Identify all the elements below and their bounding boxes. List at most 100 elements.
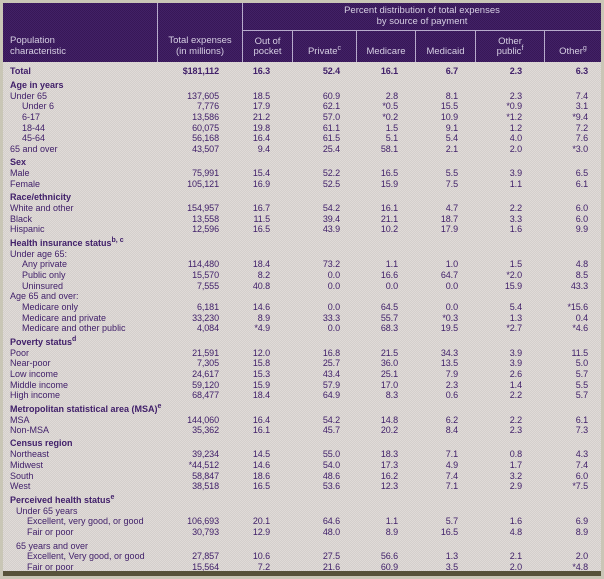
cell-value: 68,477	[192, 390, 219, 401]
cell-value: 2.3	[509, 425, 522, 436]
cell-value: 57.0	[322, 111, 340, 122]
cell-value: 4.8	[509, 527, 522, 537]
table-row: Age 65 and over:	[3, 291, 601, 302]
section-row: Race/ethnicity	[3, 192, 601, 203]
cell-value: 6.9	[575, 516, 588, 527]
cell-value: 18.7	[440, 213, 458, 224]
cell-value: 13,558	[192, 213, 219, 224]
cell-value: 0.0	[445, 280, 458, 291]
row-label: Excellent, very good, or good	[27, 516, 144, 527]
row-label: 18-44	[22, 122, 46, 133]
cell-value: 7.2	[257, 562, 270, 571]
cell-value: 144,060	[187, 414, 219, 425]
cell-value: 15.9	[504, 280, 522, 291]
row-label: Perceived health statuse	[10, 493, 115, 505]
cell-value: 2.0	[509, 562, 522, 571]
cell-value: 59,120	[192, 379, 219, 390]
row-label: Excellent, Very good, or good	[27, 551, 145, 562]
table-row: Medicare and other public 4,084 *4.9 0.0 68.…	[3, 323, 601, 334]
column-header-medicare: Medicare	[356, 31, 415, 62]
section-row: Health insurance statusb, c	[3, 237, 601, 249]
cell-value: 6.1	[575, 178, 588, 189]
cell-value: 4.3	[575, 449, 588, 460]
table-row: 65 and over 43,507 9.4 25.4 58.1 2.1 2.0 *3.0	[3, 144, 601, 155]
cell-value: 3.9	[509, 347, 522, 358]
percent-distribution-banner: Percent distribution of total expenses b…	[243, 3, 601, 31]
row-label: Middle income	[10, 379, 69, 390]
cell-value: 3.9	[509, 358, 522, 369]
row-label: West	[10, 481, 31, 492]
cell-value: 19.8	[252, 122, 270, 133]
row-label: MSA	[10, 414, 30, 425]
column-header-private: Privatec	[292, 31, 356, 62]
table-row: Medicare only 6,181 14.6 0.0 64.5 0.0 5.4 *15.6	[3, 302, 601, 313]
cell-value: 39.4	[322, 213, 340, 224]
table-row: Poor 21,591 12.0 16.8 21.5 34.3 3.9 11.5	[3, 348, 601, 359]
cell-value: 7,305	[196, 358, 219, 369]
cell-value: 2.3	[445, 379, 458, 390]
cell-value: 21,591	[192, 347, 219, 358]
column-header-other-public: Other publicf	[475, 31, 544, 62]
row-label: Metropolitan statistical area (MSA)e	[10, 402, 162, 414]
cell-value: 9.1	[445, 122, 458, 133]
cell-value: 55.7	[380, 312, 398, 323]
cell-value: 10.9	[440, 111, 458, 122]
cell-value: 21.6	[322, 562, 340, 571]
cell-value: 64.7	[440, 269, 458, 280]
cell-value: 7.4	[575, 90, 588, 101]
table-row: Medicare and private 33,230 8.9 33.3 55.7 *0.…	[3, 313, 601, 324]
cell-value: 58,847	[192, 470, 219, 481]
cell-value: 7.5	[445, 178, 458, 189]
cell-value: 0.0	[445, 302, 458, 312]
row-label: 6-17	[22, 111, 41, 122]
cell-value: 0.0	[327, 323, 340, 334]
cell-value: 16.5	[440, 527, 458, 537]
cell-value: 3.1	[575, 101, 588, 112]
table-row: Northeast 39,234 14.5 55.0 18.3 7.1 0.8 4.3	[3, 449, 601, 460]
cell-value: 5.5	[445, 168, 458, 179]
cell-value: 43,507	[192, 143, 219, 154]
row-label: Any private	[22, 259, 68, 270]
row-label: Northeast	[10, 449, 50, 460]
row-label: Medicare only	[22, 302, 79, 312]
cell-value: 17.9	[440, 224, 458, 235]
banner-line-1: Percent distribution of total expenses	[344, 5, 500, 16]
cell-value: *3.0	[572, 143, 588, 154]
column-header-medicaid: Medicaid	[415, 31, 475, 62]
row-label: Poor	[10, 347, 30, 358]
cell-value: 2.3	[509, 90, 522, 101]
cell-value: 154,957	[187, 203, 219, 213]
cell-value: *9.4	[572, 111, 588, 122]
table-row: Public only 15,570 8.2 0.0 16.6 64.7 *2.0 8.5	[3, 270, 601, 281]
cell-value: 27.5	[322, 551, 340, 562]
cell-value: 5.7	[575, 368, 588, 379]
cell-value: 60.9	[322, 90, 340, 101]
cell-value: 1.0	[445, 259, 458, 270]
cell-value: 12,596	[192, 224, 219, 235]
cell-value: 16.5	[380, 168, 398, 179]
cell-value: 1.4	[509, 379, 522, 390]
cell-value: 15.3	[252, 368, 270, 379]
cell-value: 15.8	[252, 358, 270, 369]
column-header-out-of-pocket: Out of pocket	[253, 36, 282, 57]
row-label: Public only	[22, 269, 66, 280]
cell-value: 11.5	[253, 213, 271, 224]
cell-value: 36.0	[380, 358, 398, 369]
cell-value: 33.3	[322, 312, 340, 323]
row-label: 65 years and over	[16, 540, 89, 551]
banner-line-2: by source of payment	[376, 16, 468, 27]
cell-value: 55.0	[322, 449, 340, 460]
row-label: Near-poor	[10, 358, 51, 369]
cell-value: 16.6	[380, 269, 398, 280]
table-row: Under 65 years	[3, 506, 601, 517]
cell-value: 61.5	[322, 133, 340, 144]
cell-value: 20.1	[252, 516, 270, 527]
cell-value: 58.1	[380, 143, 398, 154]
cell-value: *1.2	[506, 111, 522, 122]
row-label: Medicare and other public	[22, 323, 126, 334]
cell-value: 48.0	[322, 527, 340, 537]
cell-value: 105,121	[187, 178, 219, 189]
cell-value: 17.0	[380, 379, 398, 390]
cell-value: 9.9	[575, 224, 588, 235]
cell-value: 16.4	[252, 414, 270, 425]
